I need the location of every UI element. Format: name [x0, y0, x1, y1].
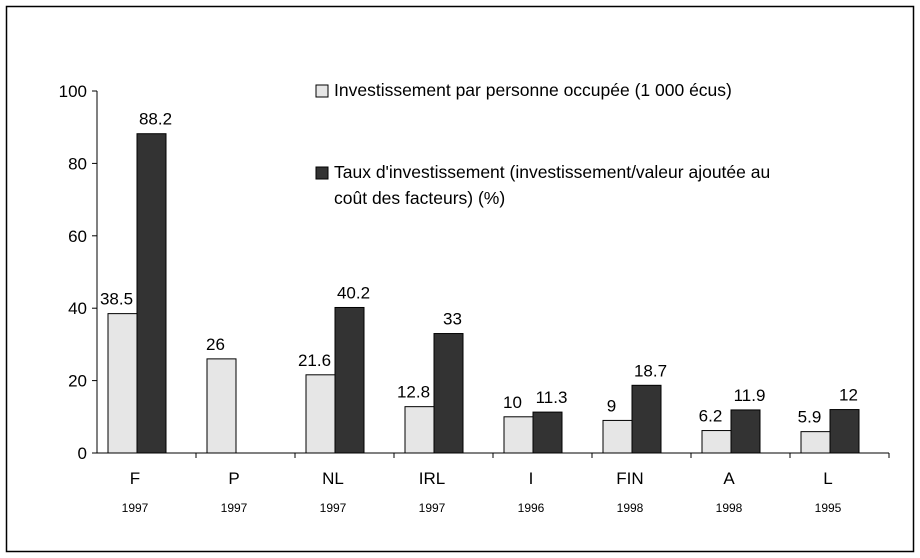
- value-label: 33: [443, 310, 462, 329]
- value-label: 21.6: [298, 351, 331, 370]
- bar: [305, 374, 336, 454]
- bar: [532, 411, 563, 454]
- bar: [107, 313, 138, 454]
- value-label: 11.3: [536, 388, 568, 407]
- x-tick-year: 1997: [221, 501, 248, 515]
- bar: [602, 419, 633, 454]
- bar: [206, 358, 237, 454]
- x-tick-year: 1996: [518, 501, 545, 515]
- legend-label: Taux d'investissement (investissement/va…: [334, 162, 771, 208]
- x-tick-label: F: [130, 469, 140, 488]
- bar: [433, 333, 464, 454]
- legend-swatch: [315, 84, 329, 98]
- x-tick-year: 1998: [716, 501, 743, 515]
- value-label: 38.5: [100, 290, 133, 309]
- bar: [334, 306, 365, 454]
- value-label: 12.8: [397, 383, 430, 402]
- y-tick-label: 0: [78, 444, 87, 463]
- bar: [136, 133, 167, 454]
- bar: [800, 431, 831, 454]
- value-label: 11.9: [734, 386, 766, 405]
- y-tick-label: 20: [68, 372, 87, 391]
- bar: [730, 409, 761, 454]
- x-tick-year: 1997: [419, 501, 446, 515]
- x-tick-label: P: [228, 469, 239, 488]
- value-label: 40.2: [337, 283, 370, 302]
- x-tick-label: A: [723, 469, 735, 488]
- x-tick-year: 1998: [617, 501, 644, 515]
- value-label: 26: [206, 335, 225, 354]
- value-label: 5.9: [798, 408, 822, 427]
- x-tick-year: 1997: [320, 501, 347, 515]
- value-label: 6.2: [699, 407, 723, 426]
- x-tick-label: FIN: [616, 469, 643, 488]
- x-tick-label: I: [529, 469, 534, 488]
- value-label: 9: [607, 396, 616, 415]
- bar: [404, 406, 435, 454]
- y-tick-label: 80: [68, 154, 87, 173]
- y-tick-label: 40: [68, 299, 87, 318]
- x-tick-label: L: [823, 469, 832, 488]
- legend-label: Investissement par personne occupée (1 0…: [334, 80, 732, 100]
- bar: [829, 409, 860, 454]
- x-tick-year: 1997: [122, 501, 149, 515]
- value-label: 10: [503, 393, 522, 412]
- value-label: 18.7: [634, 361, 667, 380]
- bar: [503, 416, 534, 454]
- legend-swatch: [315, 166, 329, 180]
- x-tick-label: NL: [322, 469, 344, 488]
- bar: [631, 384, 662, 454]
- x-tick-label: IRL: [419, 469, 445, 488]
- y-tick-label: 100: [59, 82, 87, 101]
- bar: [701, 430, 732, 454]
- value-label: 12: [839, 386, 858, 405]
- y-tick-label: 60: [68, 227, 87, 246]
- value-label: 88.2: [139, 110, 172, 129]
- x-tick-year: 1995: [815, 501, 842, 515]
